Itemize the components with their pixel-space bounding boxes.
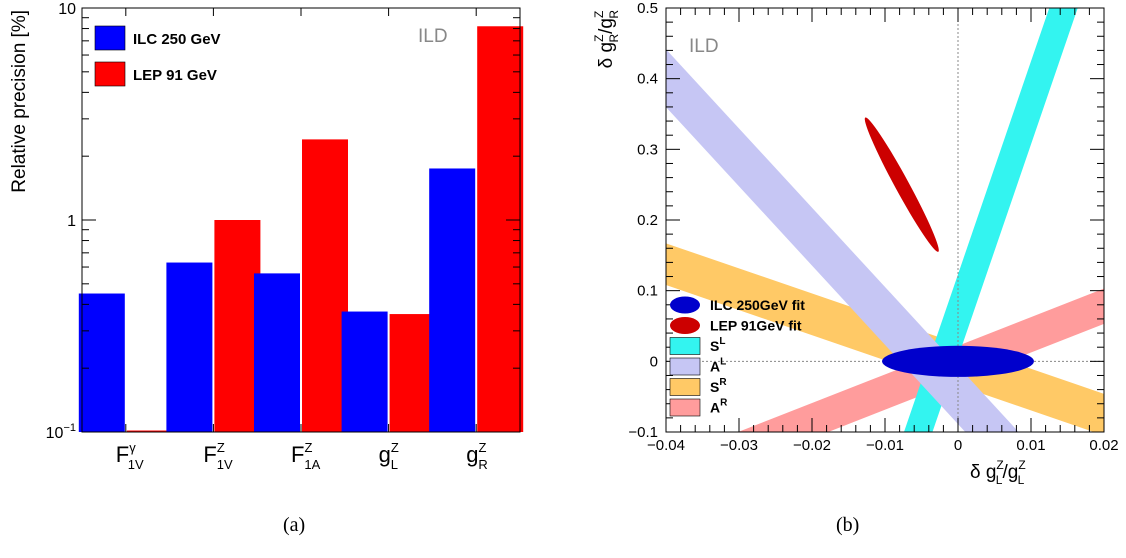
y-tick-label-b-5: 0.4 bbox=[637, 71, 658, 88]
legend-swatch-1 bbox=[94, 61, 126, 87]
x-tick-label-b-1: −0.03 bbox=[720, 437, 758, 454]
x-tick-label-1: FZ 1V bbox=[203, 440, 233, 472]
bar-lep-3 bbox=[389, 314, 436, 432]
y-tick-label-b-1: 0 bbox=[650, 353, 658, 370]
ellipse-lep-fit bbox=[864, 117, 939, 252]
y-tick-label-b-2: 0.1 bbox=[637, 283, 658, 300]
bar-ilc-0 bbox=[78, 293, 125, 432]
x-tick-label-b-3: −0.01 bbox=[866, 437, 904, 454]
bar-lep-4 bbox=[477, 26, 524, 433]
y-tick-label-b-4: 0.3 bbox=[637, 141, 658, 158]
x-tick-label-0: Fγ 1V bbox=[116, 440, 144, 472]
bar-lep-1 bbox=[214, 220, 261, 432]
y-axis-label: Relative precision [%] bbox=[9, 10, 30, 193]
x-tick-label-b-4: 0 bbox=[954, 437, 962, 454]
bar-lep-0 bbox=[126, 430, 173, 432]
y-tick-label-1: 1 bbox=[67, 213, 76, 230]
chart-b-contour-plot: −0.04 −0.03 −0.02 −0.01 0 0.01 0.02 −0.1 0 0.1 0.2… bbox=[592, 0, 1119, 487]
legend-swatch-0 bbox=[94, 25, 126, 51]
legend-label-0: ILC 250 GeV bbox=[133, 31, 221, 48]
bar-ilc-4 bbox=[429, 168, 476, 432]
band-AR bbox=[738, 288, 1104, 432]
legend-marker-b-3 bbox=[669, 357, 701, 376]
legend-label-b-3: AL bbox=[710, 357, 726, 375]
x-tick-label-b-0: −0.04 bbox=[647, 437, 685, 454]
legend-label-b-4: SR bbox=[710, 377, 727, 395]
bar-ilc-3 bbox=[341, 311, 388, 432]
band-SL bbox=[903, 8, 1078, 432]
legend-label-b-5: AR bbox=[710, 398, 728, 416]
bar-ilc-2 bbox=[254, 273, 300, 432]
bar-ilc-1 bbox=[166, 262, 213, 432]
legend-label-b-1: LEP 91GeV fit bbox=[710, 318, 802, 334]
x-tick-label-3: gZ L bbox=[379, 440, 399, 472]
legend-marker-b-4 bbox=[669, 378, 701, 396]
legend-label-b-0: ILC 250GeV fit bbox=[710, 297, 805, 313]
x-tick-label-b-2: −0.02 bbox=[793, 437, 831, 454]
ild-watermark-b: ILD bbox=[689, 36, 719, 57]
ellipse-ilc-fit bbox=[882, 345, 1034, 377]
legend-marker-b-1 bbox=[670, 317, 700, 334]
caption-a: (a) bbox=[283, 514, 306, 536]
chart-a-bar-chart: Fγ 1V FZ 1V FZ 1A gZ L gZ R 10−1 1 10 Relative precis… bbox=[9, 1, 524, 472]
bar-lep-2 bbox=[302, 139, 348, 433]
caption-b: (b) bbox=[836, 514, 860, 536]
ild-watermark-a: ILD bbox=[418, 26, 448, 47]
legend-marker-b-5 bbox=[669, 398, 701, 417]
x-tick-label-b-5: 0.01 bbox=[1016, 437, 1045, 454]
y-axis-label-b: δ gZR/gZR bbox=[592, 10, 621, 69]
legend-label-b-2: SL bbox=[710, 336, 725, 354]
x-tick-label-2: FZ 1A bbox=[291, 440, 321, 472]
x-tick-label-4: gZ R bbox=[466, 440, 488, 472]
x-tick-label-b-6: 0.02 bbox=[1089, 437, 1118, 454]
y-tick-label-0: 10−1 bbox=[46, 422, 76, 442]
y-tick-label-b-0: −0.1 bbox=[628, 424, 658, 441]
x-axis-label-b: δ gZ L/gZ L bbox=[970, 458, 1026, 487]
band-AL bbox=[666, 49, 1019, 432]
y-tick-label-b-6: 0.5 bbox=[637, 0, 658, 17]
y-tick-label-b-3: 0.2 bbox=[637, 212, 658, 229]
plot-area-b bbox=[666, 8, 1104, 432]
y-tick-label-2: 10 bbox=[58, 1, 76, 18]
legend-marker-b-0 bbox=[670, 296, 700, 314]
legend-label-1: LEP 91 GeV bbox=[133, 67, 217, 84]
legend-marker-b-2 bbox=[669, 337, 701, 355]
